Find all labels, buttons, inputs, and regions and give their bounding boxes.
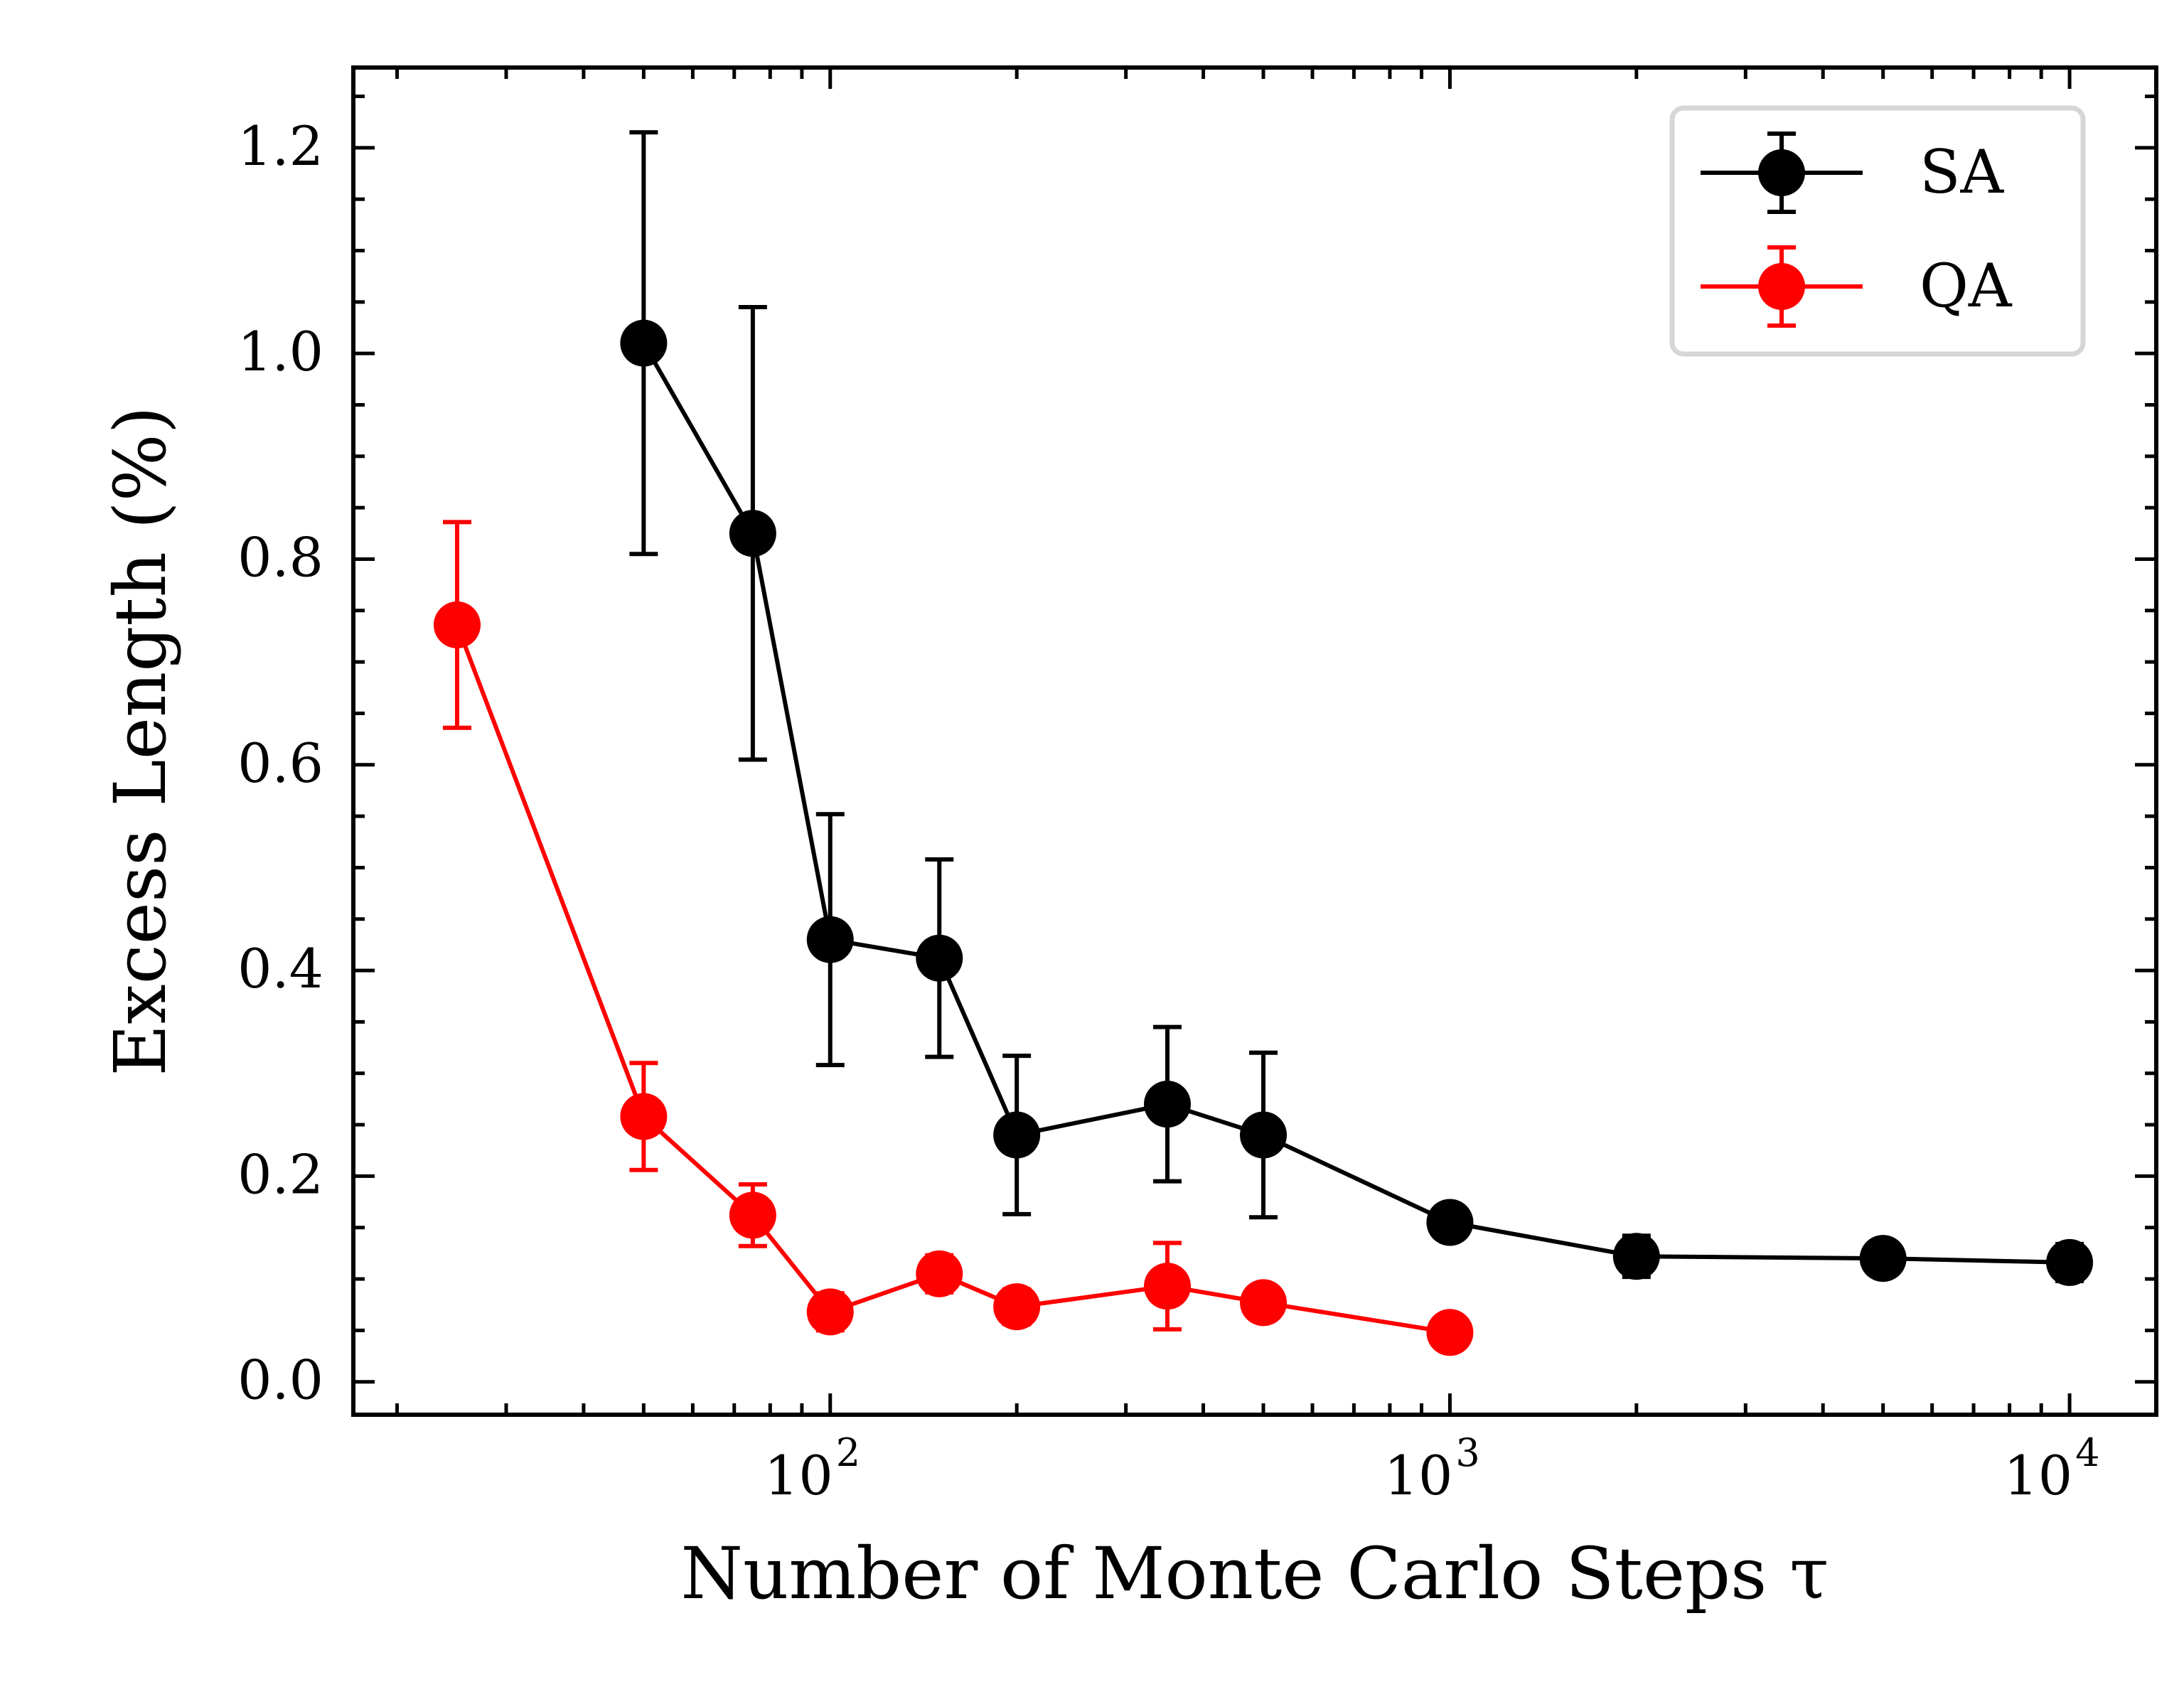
data-point	[1240, 1111, 1288, 1159]
legend-entry-qa: QA	[1701, 245, 2013, 328]
data-point	[2046, 1238, 2094, 1286]
data-point	[729, 510, 776, 557]
data-point	[916, 934, 963, 982]
y-tick-label: 0.6	[237, 732, 323, 795]
x-tick-label: 10 4	[2003, 1430, 2099, 1507]
data-point	[620, 319, 668, 367]
x-tick-label-exponent: 3	[1455, 1430, 1479, 1475]
data-point	[620, 1093, 668, 1140]
data-point	[1426, 1199, 1474, 1246]
x-tick-label-base: 10	[1384, 1444, 1453, 1507]
legend-marker	[1758, 149, 1805, 196]
data-point	[1144, 1081, 1192, 1128]
legend-box	[1669, 105, 2086, 357]
y-tick-label: 0.0	[237, 1349, 323, 1412]
x-tick-label-base: 10	[2003, 1444, 2072, 1507]
legend-label: SA	[1920, 137, 2005, 207]
series-line	[455, 623, 1450, 1335]
y-tick-label: 0.2	[237, 1142, 323, 1206]
series-sa	[620, 130, 2094, 1286]
y-axis-label: Excess Length (%)	[99, 406, 182, 1076]
series-line	[641, 342, 2070, 1265]
data-point	[806, 916, 854, 963]
plot-frame	[351, 65, 2158, 1417]
data-point	[433, 601, 481, 649]
x-tick-label-exponent: 2	[836, 1430, 860, 1475]
legend-entry-sa: SA	[1701, 132, 2005, 214]
data-point	[993, 1283, 1041, 1331]
data-point	[1859, 1235, 1907, 1282]
tick-labels: 0.00.20.40.60.81.01.210 2 10 3 10 4	[237, 114, 2099, 1507]
y-tick-label: 1.0	[237, 320, 323, 383]
data-point	[916, 1250, 963, 1297]
legend: SA QA	[1669, 105, 2086, 357]
data-point	[729, 1191, 776, 1239]
y-tick-label: 0.4	[237, 937, 323, 1000]
data-point	[1612, 1233, 1660, 1280]
x-tick-label: 10 2	[764, 1430, 860, 1507]
x-axis-label: Number of Monte Carlo Steps τ	[681, 1532, 1829, 1615]
data-point	[1426, 1309, 1474, 1356]
data-point	[1240, 1279, 1288, 1327]
x-tick-label: 10 3	[1384, 1430, 1480, 1507]
y-tick-label: 0.8	[237, 525, 323, 589]
legend-label: QA	[1920, 251, 2013, 321]
x-tick-label-exponent: 4	[2075, 1430, 2099, 1475]
series-qa	[433, 520, 1474, 1356]
data-point	[1144, 1263, 1192, 1310]
data-point	[993, 1111, 1041, 1159]
data-point	[806, 1288, 854, 1336]
legend-marker	[1758, 263, 1805, 310]
x-tick-label-base: 10	[764, 1444, 833, 1507]
y-tick-label: 1.2	[237, 114, 323, 178]
